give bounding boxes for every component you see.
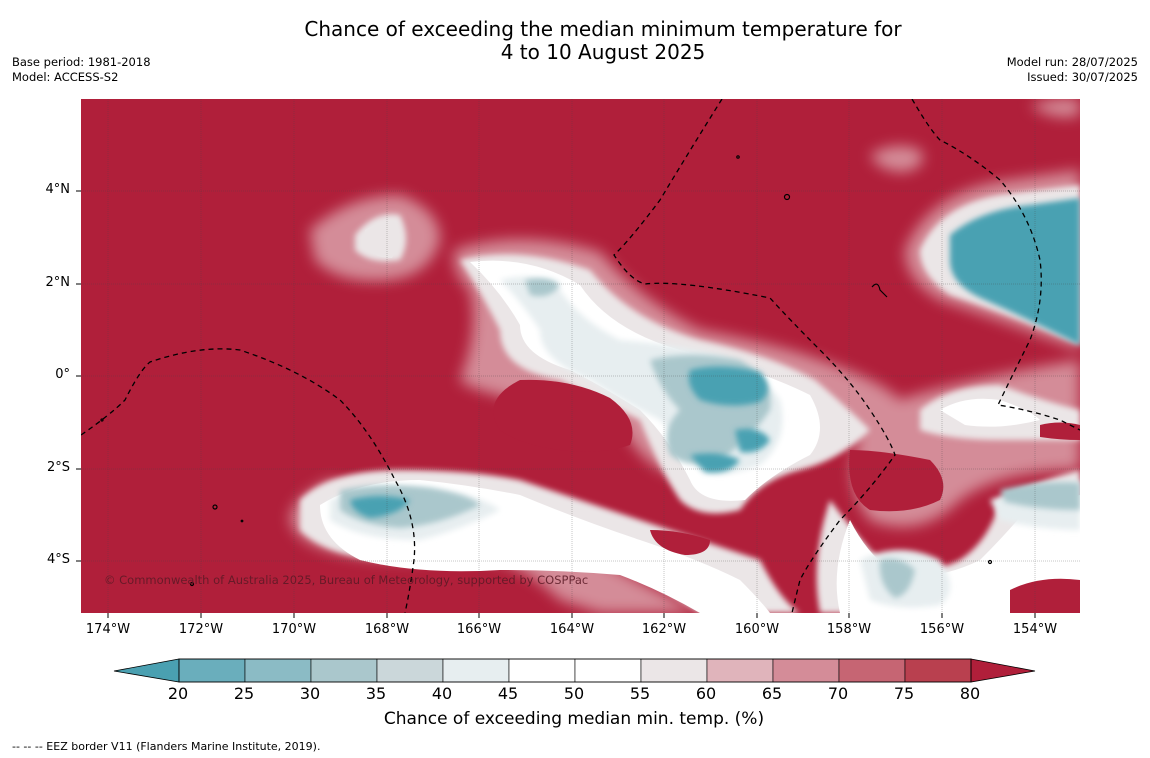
colorbar-frame [178, 658, 972, 683]
colorbar-segment [640, 658, 708, 683]
colorbar-segment [838, 658, 906, 683]
map-area: © Commonwealth of Australia 2025, Bureau… [81, 99, 1080, 613]
colorbar-tick-50: 50 [563, 684, 585, 703]
metadata-left: Base period: 1981-2018 Model: ACCESS-S2 [12, 55, 151, 85]
model-run: Model run: 28/07/2025 [1006, 55, 1138, 69]
title-line-2: 4 to 10 August 2025 [500, 40, 706, 64]
colorbar-tick-60: 60 [695, 684, 717, 703]
model-name: Model: ACCESS-S2 [12, 70, 119, 84]
colorbar-segment [904, 658, 972, 683]
colorbar-segment [772, 658, 840, 683]
colorbar-segment [178, 658, 246, 683]
colorbar-tick-55: 55 [629, 684, 651, 703]
colorbar-high-extend [970, 658, 1036, 683]
colorbar-tick-25: 25 [233, 684, 255, 703]
metadata-right: Model run: 28/07/2025 Issued: 30/07/2025 [1007, 55, 1138, 85]
eez-borders [81, 99, 1080, 613]
copyright-notice: © Commonwealth of Australia 2025, Bureau… [104, 573, 588, 587]
islands [100, 155, 993, 587]
lon-label-160w: 160°W [734, 622, 780, 637]
lon-label-168w: 168°W [364, 622, 410, 637]
colorbar-segment [244, 658, 312, 683]
colorbar-tick-20: 20 [167, 684, 189, 703]
colorbar-tick-30: 30 [299, 684, 321, 703]
colorbar-tick-70: 70 [827, 684, 849, 703]
title-line-1: Chance of exceeding the median minimum t… [304, 17, 902, 41]
colorbar-segment [310, 658, 378, 683]
lon-label-166w: 166°W [456, 622, 502, 637]
colorbar-segment [508, 658, 576, 683]
lat-label-4n: 4°N [45, 182, 71, 197]
colorbar-label: Chance of exceeding median min. temp. (%… [383, 709, 765, 729]
colorbar-segment [706, 658, 774, 683]
issued-date: Issued: 30/07/2025 [1027, 70, 1138, 84]
lat-label-0: 0° [55, 367, 70, 382]
colorbar-segment [442, 658, 510, 683]
colorbar-tick-80: 80 [959, 684, 981, 703]
colorbar-tick-40: 40 [431, 684, 453, 703]
colorbar-low-extend [113, 658, 180, 683]
lon-label-162w: 162°W [641, 622, 687, 637]
eez-footnote: -- -- -- EEZ border V11 (Flanders Marine… [12, 740, 321, 753]
colorbar [113, 658, 1036, 683]
lon-label-164w: 164°W [549, 622, 595, 637]
lon-label-170w: 170°W [271, 622, 317, 637]
colorbar-tick-45: 45 [497, 684, 519, 703]
base-period: Base period: 1981-2018 [12, 55, 151, 69]
lat-label-4s: 4°S [46, 552, 70, 567]
colorbar-tick-65: 65 [761, 684, 783, 703]
lon-label-172w: 172°W [178, 622, 224, 637]
lon-label-158w: 158°W [826, 622, 872, 637]
colorbar-tick-35: 35 [365, 684, 387, 703]
lat-label-2s: 2°S [46, 460, 70, 475]
lon-label-154w: 154°W [1012, 622, 1058, 637]
lon-label-174w: 174°W [85, 622, 131, 637]
colorbar-segments [178, 658, 972, 683]
chart-title: Chance of exceeding the median minimum t… [0, 18, 1150, 64]
colorbar-tick-75: 75 [893, 684, 915, 703]
axis-ticks [76, 190, 1036, 618]
lat-label-2n: 2°N [45, 275, 71, 290]
map-gridlines [81, 99, 1080, 613]
colorbar-segment [376, 658, 444, 683]
lon-label-156w: 156°W [919, 622, 965, 637]
colorbar-segment [574, 658, 642, 683]
